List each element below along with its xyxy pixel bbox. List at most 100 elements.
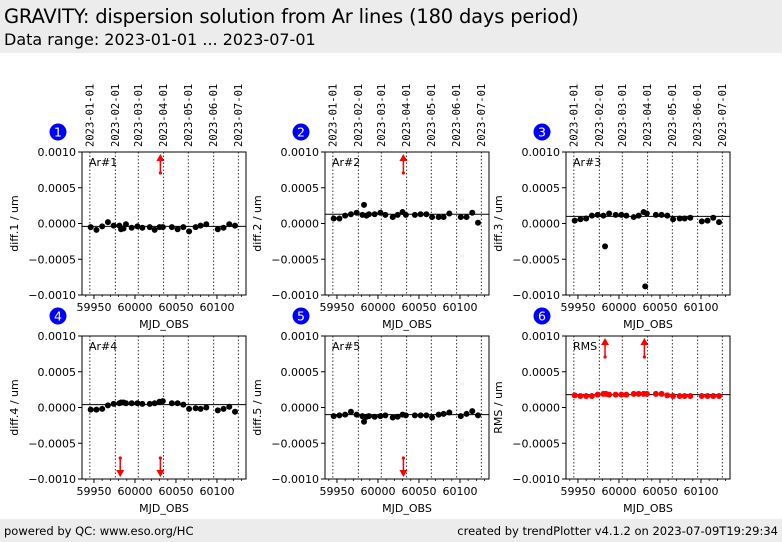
date-tick-label: 2023-04-01: [401, 84, 413, 147]
x-tick-label: 60000: [360, 485, 395, 498]
data-point: [583, 215, 590, 222]
panel-number-label: 6: [538, 309, 546, 324]
x-tick-label: 59950: [560, 301, 595, 314]
outlier-arrow-base: [118, 456, 122, 460]
data-point: [371, 211, 378, 218]
panel-series-label: Ar#1: [89, 156, 117, 169]
data-point: [681, 393, 688, 400]
y-tick-label: 0.0005: [38, 182, 77, 195]
date-tick-label: 2023-02-01: [353, 84, 365, 147]
outlier-up-arrow-icon: [601, 338, 610, 345]
data-point: [698, 218, 705, 225]
data-point: [342, 212, 349, 219]
data-point: [151, 400, 158, 407]
data-point: [99, 405, 106, 412]
outlier-arrow-base: [401, 171, 405, 175]
data-point: [577, 216, 584, 223]
outlier-up-arrow-icon: [640, 338, 649, 345]
data-point: [347, 408, 354, 415]
x-tick-label: 60050: [158, 301, 193, 314]
data-point: [429, 214, 436, 221]
data-point: [687, 393, 694, 400]
x-axis-label: MJD_OBS: [139, 318, 189, 331]
panel-number-label: 4: [54, 309, 62, 324]
data-point: [186, 228, 193, 235]
data-point: [652, 211, 659, 218]
x-tick-label: 60100: [199, 301, 234, 314]
x-axis-label: MJD_OBS: [623, 318, 673, 331]
data-point: [122, 400, 129, 407]
x-tick-label: 60000: [117, 301, 152, 314]
date-tick-label: 2023-01-01: [327, 84, 339, 147]
panel-number-badge: [533, 123, 551, 141]
y-tick-label: −0.0010: [28, 473, 76, 486]
data-point: [446, 210, 453, 217]
footer-banner: powered by QC: www.eso.org/HC created by…: [0, 519, 782, 542]
outlier-down-arrow-icon: [116, 470, 125, 477]
y-axis-label: diff.5 / um: [251, 379, 264, 436]
data-point: [197, 405, 204, 412]
data-point: [87, 224, 94, 231]
data-point: [411, 211, 418, 218]
date-tick-label: 2023-07-01: [717, 84, 729, 147]
data-point: [716, 393, 723, 400]
data-point: [618, 211, 625, 218]
data-point: [226, 221, 233, 228]
date-tick-label: 2023-05-01: [667, 84, 679, 147]
x-tick-label: 60050: [401, 485, 436, 498]
data-point: [134, 400, 141, 407]
date-tick-label: 2023-01-01: [84, 84, 96, 147]
data-point: [232, 222, 239, 229]
data-point: [203, 221, 210, 228]
data-point: [220, 224, 227, 231]
x-tick-label: 59950: [319, 485, 354, 498]
data-point: [203, 404, 210, 411]
data-point: [588, 212, 595, 219]
data-point: [93, 406, 100, 413]
outlier-down-arrow-icon: [399, 470, 408, 477]
date-tick-label: 2023-06-01: [692, 84, 704, 147]
x-axis-label: MJD_OBS: [139, 502, 189, 515]
data-point: [174, 226, 181, 233]
data-point: [602, 243, 609, 250]
date-tick-label: 2023-03-01: [133, 84, 145, 147]
panel-2: 2 2023-01-01 2023-02-01 2023-03-01 2023-04-0…: [251, 84, 490, 331]
data-point: [93, 226, 100, 233]
data-point: [642, 283, 649, 290]
date-tick-label: 2023-05-01: [426, 84, 438, 147]
data-point: [643, 390, 650, 397]
x-tick-label: 60050: [642, 301, 677, 314]
data-point: [151, 226, 158, 233]
panel-series-label: Ar#4: [89, 340, 117, 353]
data-point: [571, 392, 578, 399]
x-axis-label: MJD_OBS: [382, 318, 432, 331]
date-tick-label: 2023-04-01: [158, 84, 170, 147]
x-axis-label: MJD_OBS: [623, 502, 673, 515]
data-point: [469, 209, 476, 216]
y-tick-label: 0.0000: [38, 218, 77, 231]
data-point: [606, 391, 613, 398]
date-tick-label: 2023-05-01: [183, 84, 195, 147]
data-point: [417, 412, 424, 419]
data-point: [365, 211, 372, 218]
data-point: [676, 215, 683, 222]
y-tick-label: 0.0005: [522, 366, 561, 379]
created-by-text: created by trendPlotter v4.1.2 on 2023-0…: [457, 524, 778, 538]
data-point: [192, 224, 199, 231]
data-point: [180, 224, 187, 231]
y-tick-label: −0.0005: [28, 437, 76, 450]
data-point: [197, 222, 204, 229]
y-axis-label: diff.4 / um: [8, 379, 21, 436]
panel-number-label: 3: [538, 125, 546, 140]
data-point: [670, 216, 677, 223]
data-point: [382, 211, 389, 218]
data-point: [128, 224, 135, 231]
data-point: [704, 217, 711, 224]
data-point: [353, 209, 360, 216]
data-point: [635, 390, 642, 397]
y-axis-label: diff.1 / um: [8, 195, 21, 252]
data-point: [635, 212, 642, 219]
data-point: [457, 214, 464, 221]
data-point: [232, 408, 239, 415]
